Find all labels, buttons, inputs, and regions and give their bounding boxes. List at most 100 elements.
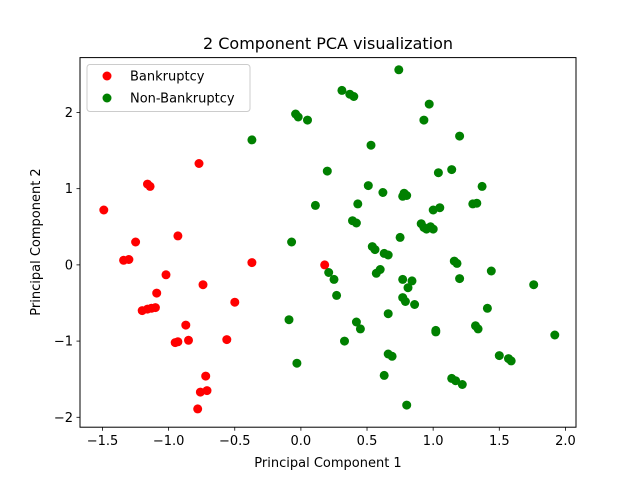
- x-tick-label: −0.5: [219, 434, 251, 449]
- point-non-bankruptcy-45: [486, 266, 496, 276]
- point-non-bankruptcy-4: [424, 99, 434, 109]
- x-tick-label: 0.5: [357, 434, 378, 449]
- y-tick-label: 0: [65, 258, 73, 273]
- y-axis-label: Principal Component 2: [29, 168, 44, 315]
- axes-frame: [79, 57, 577, 428]
- point-bankruptcy-25: [193, 404, 203, 414]
- point-non-bankruptcy-52: [332, 290, 342, 300]
- point-non-bankruptcy-21: [310, 200, 320, 210]
- point-non-bankruptcy-3: [349, 92, 359, 101]
- point-non-bankruptcy-37: [370, 245, 380, 255]
- point-bankruptcy-11: [152, 288, 162, 298]
- point-non-bankruptcy-11: [366, 140, 376, 150]
- point-non-bankruptcy-66: [340, 336, 349, 346]
- x-tick-label: 1.0: [423, 434, 444, 449]
- legend-marker-non-bankruptcy: [102, 93, 112, 103]
- point-non-bankruptcy-35: [287, 237, 297, 247]
- point-non-bankruptcy-33: [428, 224, 438, 234]
- legend-box: [86, 64, 251, 112]
- point-non-bankruptcy-15: [363, 181, 373, 191]
- point-non-bankruptcy-24: [472, 198, 482, 208]
- point-non-bankruptcy-13: [447, 165, 457, 175]
- plot-area: [99, 65, 560, 414]
- x-tick-label: −1.5: [87, 434, 119, 449]
- x-axis-label: Principal Component 1: [254, 456, 401, 471]
- point-non-bankruptcy-9: [455, 131, 465, 141]
- point-non-bankruptcy-0: [394, 65, 404, 75]
- point-non-bankruptcy-64: [431, 327, 441, 337]
- point-non-bankruptcy-58: [284, 315, 294, 325]
- point-non-bankruptcy-22: [353, 199, 363, 209]
- point-non-bankruptcy-28: [351, 218, 361, 228]
- y-tick-label: 2: [65, 106, 73, 121]
- point-non-bankruptcy-60: [355, 324, 365, 334]
- point-non-bankruptcy-6: [293, 112, 303, 122]
- point-bankruptcy-9: [247, 258, 257, 268]
- point-non-bankruptcy-26: [428, 205, 438, 215]
- legend-label-non-bankruptcy: Non-Bankruptcy: [130, 92, 235, 107]
- point-non-bankruptcy-59: [351, 317, 361, 327]
- x-tick-label: −1.0: [153, 434, 185, 449]
- point-bankruptcy-19: [173, 337, 183, 347]
- point-non-bankruptcy-8: [419, 115, 429, 125]
- point-bankruptcy-22: [201, 371, 211, 381]
- point-bankruptcy-24: [202, 386, 212, 396]
- y-tick-label: −1: [54, 335, 73, 350]
- y-tick-label: −2: [54, 411, 73, 426]
- x-tick-label: 1.5: [489, 434, 510, 449]
- point-non-bankruptcy-47: [398, 274, 408, 284]
- point-non-bankruptcy-73: [379, 370, 389, 380]
- point-bankruptcy-3: [194, 159, 204, 168]
- point-non-bankruptcy-71: [506, 356, 516, 366]
- point-non-bankruptcy-14: [433, 168, 443, 178]
- point-non-bankruptcy-72: [292, 358, 302, 368]
- point-non-bankruptcy-48: [407, 276, 417, 286]
- x-tick-label: 2.0: [555, 434, 576, 449]
- point-non-bankruptcy-57: [383, 309, 393, 319]
- point-non-bankruptcy-34: [395, 232, 405, 242]
- point-non-bankruptcy-1: [337, 85, 347, 95]
- axis-ticks: −1.5 −1.0 −0.5 0.0 0.5 1.0 1.5 2.0 −2 −1 0 1 2: [54, 106, 576, 449]
- point-non-bankruptcy-77: [402, 400, 412, 410]
- point-bankruptcy-12: [230, 297, 240, 307]
- point-bankruptcy-2: [145, 181, 155, 191]
- point-non-bankruptcy-68: [387, 351, 397, 361]
- point-non-bankruptcy-17: [378, 188, 388, 197]
- point-bankruptcy-8: [161, 270, 171, 280]
- point-bankruptcy-7: [124, 255, 134, 264]
- point-non-bankruptcy-42: [324, 268, 334, 277]
- point-non-bankruptcy-76: [457, 380, 467, 389]
- x-tick-label: 0.0: [291, 434, 312, 449]
- point-non-bankruptcy-55: [410, 300, 420, 309]
- point-non-bankruptcy-7: [303, 115, 312, 125]
- point-non-bankruptcy-75: [451, 376, 461, 386]
- point-bankruptcy-20: [184, 335, 193, 345]
- point-non-bankruptcy-44: [375, 265, 385, 274]
- point-non-bankruptcy-49: [455, 274, 465, 284]
- point-non-bankruptcy-16: [477, 181, 487, 191]
- legend-marker-bankruptcy: [102, 71, 112, 81]
- point-non-bankruptcy-54: [400, 297, 410, 306]
- chart-title: 2 Component PCA visualization: [203, 34, 453, 53]
- point-bankruptcy-0: [99, 205, 109, 215]
- point-non-bankruptcy-69: [494, 351, 504, 361]
- y-tick-label: 1: [65, 182, 73, 197]
- point-bankruptcy-10: [198, 280, 208, 290]
- legend: Bankruptcy Non-Bankruptcy: [86, 64, 251, 112]
- point-non-bankruptcy-20: [402, 191, 412, 200]
- point-non-bankruptcy-12: [322, 166, 332, 176]
- point-bankruptcy-26: [320, 260, 330, 270]
- point-bankruptcy-16: [150, 303, 160, 313]
- point-bankruptcy-4: [131, 237, 141, 247]
- point-non-bankruptcy-46: [329, 274, 339, 284]
- point-non-bankruptcy-65: [550, 330, 560, 340]
- point-non-bankruptcy-62: [473, 324, 483, 334]
- point-non-bankruptcy-41: [452, 258, 462, 268]
- point-non-bankruptcy-56: [482, 303, 492, 313]
- point-non-bankruptcy-10: [247, 135, 257, 145]
- point-bankruptcy-5: [173, 231, 183, 241]
- point-non-bankruptcy-51: [403, 283, 413, 293]
- point-non-bankruptcy-50: [529, 280, 539, 290]
- point-bankruptcy-17: [181, 320, 191, 330]
